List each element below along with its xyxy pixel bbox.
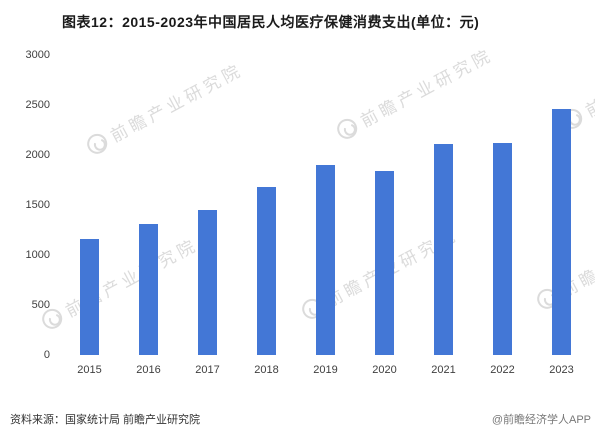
bar-2018 — [257, 186, 276, 355]
bar-2015 — [80, 238, 99, 355]
bar-slot: 2020 — [355, 170, 414, 386]
bar-slot: 2017 — [178, 210, 237, 385]
plot-area: 2015 2016 2017 2018 2019 2020 2021 2022 2023 — [60, 40, 591, 385]
footer: 资料来源：国家统计局 前瞻产业研究院 @前瞻经济学人APP — [0, 411, 601, 427]
y-tick-label: 1500 — [25, 199, 50, 211]
bar-slot: 2019 — [296, 165, 355, 385]
x-tick-label: 2023 — [549, 364, 574, 376]
bar-slot: 2016 — [119, 224, 178, 385]
bar-chart: 前瞻产业研究院前瞻产业研究院前瞻产业研究院前瞻产业研究院前瞻产业研究院前瞻产业研… — [8, 40, 595, 385]
x-tick-label: 2021 — [431, 364, 456, 376]
bar-slot: 2022 — [473, 143, 532, 385]
bar-2019 — [316, 165, 335, 355]
bar-slot: 2023 — [532, 109, 591, 385]
y-tick-label: 3000 — [25, 49, 50, 61]
bar-2020 — [375, 170, 394, 355]
bar-2017 — [198, 210, 217, 355]
bar-2016 — [139, 224, 158, 355]
y-tick-label: 2500 — [25, 99, 50, 111]
x-tick-label: 2016 — [136, 364, 161, 376]
brand-text: @前瞻经济学人APP — [491, 414, 591, 426]
y-tick-label: 500 — [31, 299, 50, 311]
bar-2022 — [493, 143, 512, 355]
y-tick-label: 0 — [43, 349, 50, 361]
x-tick-label: 2017 — [195, 364, 220, 376]
x-tick-label: 2019 — [313, 364, 338, 376]
source-text: 资料来源：国家统计局 前瞻产业研究院 — [10, 414, 201, 426]
y-tick-label: 2000 — [25, 149, 50, 161]
chart-title: 图表12：2015-2023年中国居民人均医疗保健消费支出(单位：元) — [62, 14, 480, 30]
y-tick-label: 1000 — [25, 249, 50, 261]
bar-slot: 2018 — [237, 186, 296, 386]
x-tick-label: 2015 — [77, 364, 102, 376]
x-tick-label: 2020 — [372, 364, 397, 376]
bar-slot: 2015 — [60, 238, 119, 386]
x-tick-label: 2018 — [254, 364, 279, 376]
x-tick-label: 2022 — [490, 364, 515, 376]
bar-2021 — [434, 143, 453, 355]
bar-slot: 2021 — [414, 143, 473, 386]
bar-2023 — [552, 109, 571, 355]
